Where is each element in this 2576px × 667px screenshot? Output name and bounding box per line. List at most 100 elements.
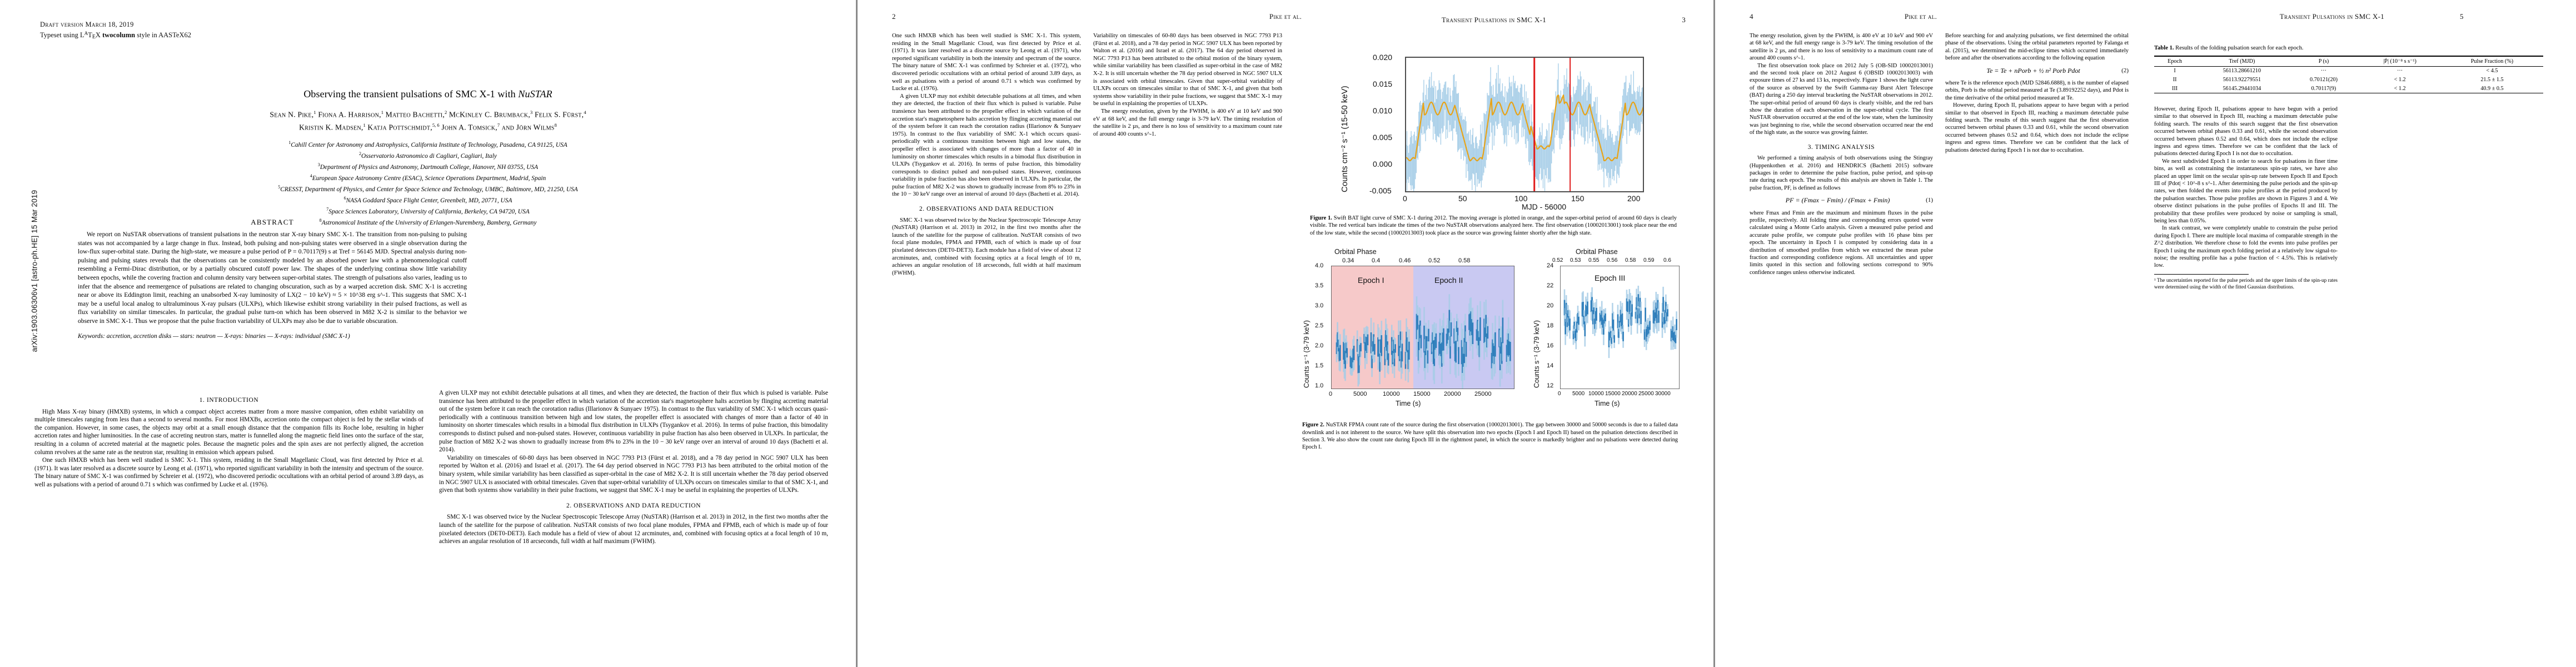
fig1-ytick: -0.005 <box>1369 186 1392 195</box>
paragraph: SMC X-1 was observed twice by the Nuclea… <box>439 514 828 545</box>
figure-2-left-data <box>1331 266 1514 390</box>
fig2r-ytick: 20 <box>1547 302 1554 310</box>
affiliation-item: 7Space Sciences Laboratory, University o… <box>33 205 823 216</box>
affiliation-text: Cahill Center for Astronomy and Astrophy… <box>291 141 567 148</box>
affiliation-text: NASA Goddard Space Flight Center, Greenb… <box>346 197 512 204</box>
equation-2-number: (2) <box>2121 67 2129 74</box>
fig1-xtick: 100 <box>1514 194 1528 203</box>
author-4-aff: 3 <box>530 109 533 115</box>
affiliation-num: 7 <box>326 207 329 212</box>
author-line-1: Sean N. Pike,1 Fiona A. Harrison,1 Matte… <box>33 107 823 120</box>
fig1-ytick: 0.015 <box>1373 79 1393 88</box>
table-1-body: I 56113.28661210 ··· ··· < 4.5 II 56113.… <box>2154 66 2543 93</box>
fig2r-xtick: 10000 <box>1588 391 1604 397</box>
table-cell: III <box>2172 85 2178 92</box>
affiliation-item: 4European Space Astronomy Centre (ESAC),… <box>33 172 823 183</box>
fig2r-xtick: 0 <box>1558 391 1561 397</box>
page2-col-mid: Variability on timescales of 60-80 days … <box>1093 32 1282 138</box>
fig2-epoch-3-label: Epoch III <box>1595 273 1626 283</box>
paragraph: We next subdivided Epoch I in order to s… <box>2154 158 2338 225</box>
fig2l-phase-tick: 0.46 <box>1399 257 1411 265</box>
fig2r-ytick: 22 <box>1547 282 1554 290</box>
author-4: McKinley C. Brumback, <box>447 110 531 119</box>
page-1-columns: 1. INTRODUCTION High Mass X-ray binary (… <box>0 0 856 667</box>
author-2: Fiona A. Harrison, <box>316 110 381 119</box>
fig2l-xlabel: Time (s) <box>1396 400 1421 408</box>
fig2l-xtick: 5000 <box>1353 391 1367 398</box>
affiliation-num: 4 <box>310 173 312 179</box>
fig2l-ytick: 2.5 <box>1315 322 1324 330</box>
fig2l-xtick: 10000 <box>1383 391 1400 398</box>
equation-1-number: (1) <box>1926 197 1933 204</box>
affiliation-text: Space Sciences Laboratory, University of… <box>328 208 530 215</box>
paragraph: The first observation took place on 2012… <box>1750 62 1933 136</box>
author-9: and Jörn Wilms <box>500 123 555 132</box>
abstract-body: We report on NuSTAR observations of tran… <box>78 231 467 325</box>
title-journal: NuSTAR <box>518 88 552 99</box>
fig2r-xlabel: Time (s) <box>1595 400 1620 408</box>
affiliation-item: 1Cahill Center for Astronomy and Astroph… <box>33 138 823 150</box>
fig2r-ylabel: Counts s⁻¹ (3-79 keV) <box>1533 320 1541 389</box>
table-1-head: Epoch Tref (MJD) P (s) |Ṗ| (10⁻⁸ s s⁻¹) … <box>2154 56 2543 67</box>
figure-2-caption: Figure 2. NuSTAR FPMA count rate of the … <box>1302 421 1678 451</box>
figure-1-plot: Counts cm⁻² s⁻¹ (15-50 keV) 0.020 0.015 … <box>1338 49 1650 211</box>
equation-2: (2) Te = Te + nPorb + ½ n² Porb Pdot <box>1945 67 2129 74</box>
paragraph: However, during Epoch II, pulsations app… <box>1945 102 2129 153</box>
table-footnote: ¹ The uncertainties reported for the pul… <box>2154 277 2338 290</box>
paragraph: A given ULXP may not exhibit detectable … <box>892 93 1081 198</box>
affiliation-num: 8 <box>319 218 322 223</box>
section-heading-intro: 1. INTRODUCTION <box>199 397 259 404</box>
typeset-bold: twocolumn <box>102 31 136 39</box>
fig2l-ylabel: Counts s⁻¹ (3-79 keV) <box>1303 320 1311 389</box>
fig1-frame-top <box>1405 57 1644 58</box>
paragraph: Before searching for and analyzing pulsa… <box>1945 33 2129 62</box>
affiliation-text: Department of Physics and Astronomy, Dar… <box>320 163 539 171</box>
page-number: 3 <box>1682 16 1686 24</box>
fig2r-phase-tick: 0.55 <box>1588 257 1600 264</box>
fig1-ytick: 0.010 <box>1373 106 1393 115</box>
author-5-aff: 4 <box>584 109 586 115</box>
fig2l-ytick: 2.0 <box>1315 342 1324 350</box>
table-cell: ··· <box>2320 67 2327 74</box>
typeset-pre: Typeset using L <box>40 31 84 39</box>
fig2l-ytick: 1.5 <box>1315 362 1324 370</box>
page-title: Observing the transient pulsations of SM… <box>33 88 823 100</box>
paragraph: However, during Epoch II, pulsations app… <box>2154 106 2338 157</box>
typeset-post: style in AASTeX62 <box>135 31 191 39</box>
table-cell: 56145.29441034 <box>2223 85 2261 92</box>
table-col-header: |Ṗ| (10⁻⁸ s s⁻¹) <box>2359 56 2441 67</box>
table-row: III 56145.29441034 0.70117(9) < 1.2 40.9… <box>2154 84 2543 93</box>
section-heading-timing: 3. TIMING ANALYSIS <box>1807 143 1875 151</box>
author-list: Sean N. Pike,1 Fiona A. Harrison,1 Matte… <box>33 107 823 132</box>
table-cell: 0.70121(20) <box>2309 76 2338 83</box>
fig2l-ytick: 4.0 <box>1315 262 1324 270</box>
table-1-caption: Table 1. Results of the folding pulsatio… <box>2154 44 2543 56</box>
affiliation-list: 1Cahill Center for Astronomy and Astroph… <box>33 138 823 227</box>
paragraph: Variability on timescales of 60-80 days … <box>1093 33 1282 107</box>
author-7-aff: 5, 6 <box>432 122 440 128</box>
author-line-2: Kristin K. Madsen,1 Katja Pottschmidt,5,… <box>33 120 823 133</box>
figure-1: Counts cm⁻² s⁻¹ (15-50 keV) 0.020 0.015 … <box>1302 49 1686 237</box>
footnote-divider <box>2154 273 2249 275</box>
page-3-columns: The energy resolution, given by the FWHM… <box>1715 0 2576 667</box>
fig2r-xtick: 15000 <box>1605 391 1621 397</box>
affiliation-num: 1 <box>288 140 291 146</box>
figure-2-right-panel: Orbital Phase Counts s⁻¹ (3-79 keV) 0.52… <box>1532 248 1682 416</box>
fig2r-ytick: 18 <box>1547 322 1554 330</box>
equation-2-body: Te = Te + nPorb + ½ n² Porb Pdot <box>1986 66 2080 74</box>
fig1-xtick: 150 <box>1571 194 1585 203</box>
page3-table-column: Table 1. Results of the folding pulsatio… <box>2154 44 2543 290</box>
page3-col-1: The energy resolution, given by the FWHM… <box>1750 32 1933 276</box>
table-col-header: Epoch <box>2154 56 2196 67</box>
latex-x: X <box>95 31 103 39</box>
typeset-line: Typeset using LATEX twocolumn style in A… <box>40 29 191 42</box>
author-1-aff: 1 <box>313 109 316 115</box>
affiliation-num: 3 <box>317 162 320 168</box>
paragraph: The energy resolution, given by the FWHM… <box>1093 108 1282 137</box>
table-header-row: Epoch Tref (MJD) P (s) |Ṗ| (10⁻⁸ s s⁻¹) … <box>2154 56 2543 67</box>
fig1-frame-right <box>1643 57 1644 192</box>
figure-2-caption-text: NuSTAR FPMA count rate of the source dur… <box>1302 422 1678 451</box>
page1-col-left: 1. INTRODUCTION High Mass X-ray binary (… <box>34 389 423 489</box>
fig2l-toplabel: Orbital Phase <box>1334 248 1377 256</box>
